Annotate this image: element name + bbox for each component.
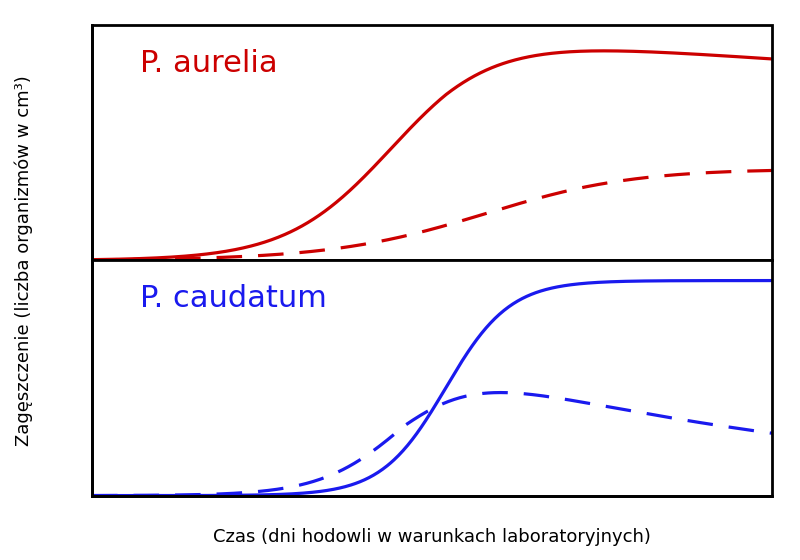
- Text: Zagęszczenie (liczba organizmów w cm³): Zagęszczenie (liczba organizmów w cm³): [14, 75, 34, 446]
- Text: P. caudatum: P. caudatum: [139, 284, 326, 313]
- Text: P. aurelia: P. aurelia: [139, 49, 278, 78]
- Text: Czas (dni hodowli w warunkach laboratoryjnych): Czas (dni hodowli w warunkach laboratory…: [213, 528, 651, 546]
